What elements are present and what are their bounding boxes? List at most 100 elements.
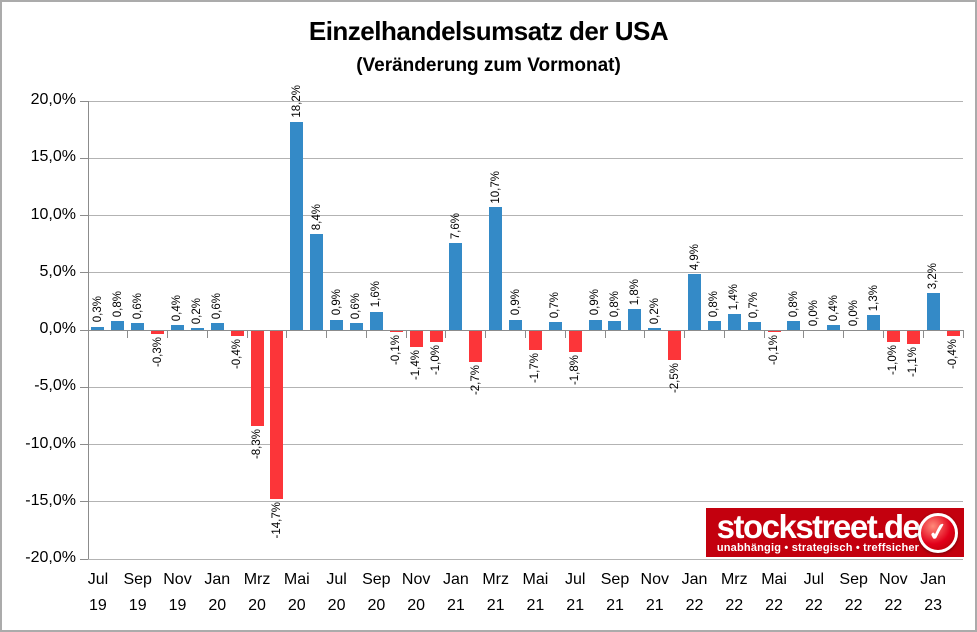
gridline xyxy=(88,386,963,388)
x-axis-tick xyxy=(922,330,924,338)
y-axis-tick xyxy=(80,329,88,331)
bar-Jul 21 xyxy=(568,331,582,352)
bar-Dez 19 xyxy=(190,327,204,330)
bar-label: 1,6% xyxy=(370,281,383,308)
bar-Mai 20 xyxy=(290,121,304,330)
bar-Mai 22 xyxy=(767,331,781,333)
x-axis-label: Nov 22 xyxy=(879,571,908,614)
bar-label: 0,3% xyxy=(91,296,104,323)
x-axis-tick xyxy=(843,330,845,338)
bar-label: 8,4% xyxy=(310,203,323,230)
bar-Nov 20 xyxy=(409,331,423,348)
y-axis-tick xyxy=(80,444,88,445)
y-axis-label: 5,0% xyxy=(39,262,76,280)
bar-Sep 19 xyxy=(131,323,145,330)
x-axis-tick xyxy=(644,330,646,338)
bar-label: -1,8% xyxy=(569,354,582,385)
logo-wordmark: stockstreet.de xyxy=(716,508,921,545)
gridline xyxy=(88,558,963,560)
bar-label: -8,3% xyxy=(251,429,264,460)
x-axis-tick xyxy=(525,330,526,338)
bar-label: 4,9% xyxy=(688,243,701,270)
bar-Jul 20 xyxy=(330,319,344,330)
x-axis-label: Sep 19 xyxy=(123,571,152,614)
x-axis-tick xyxy=(246,330,248,338)
x-axis-label: Nov 21 xyxy=(640,571,669,614)
bar-Jan 21 xyxy=(449,242,463,330)
bar-label: -1,1% xyxy=(907,346,920,377)
bar-Feb 21 xyxy=(469,331,483,362)
y-axis-line xyxy=(88,101,89,559)
bar-Mrz 22 xyxy=(727,313,741,330)
bar-Sep 20 xyxy=(369,311,383,330)
bar-label: 0,4% xyxy=(171,295,184,322)
bar-Nov 22 xyxy=(886,331,900,343)
y-axis-label: -10,0% xyxy=(25,434,76,452)
bar-Feb 23 xyxy=(946,331,960,336)
y-axis-tick xyxy=(80,386,88,388)
x-axis-label: Jul 22 xyxy=(803,571,825,614)
x-axis-tick xyxy=(87,330,89,338)
bar-Feb 22 xyxy=(707,320,721,330)
bar-Aug 20 xyxy=(349,323,363,330)
x-axis-tick xyxy=(286,330,288,338)
y-axis-label: -15,0% xyxy=(25,491,76,509)
bar-label: 0,4% xyxy=(827,295,840,322)
x-axis-tick xyxy=(445,330,447,338)
x-axis-label: Mrz 21 xyxy=(482,571,509,614)
bar-label: 0,8% xyxy=(708,290,721,317)
stockstreet-logo: stockstreet.de unabhängig • strategisch … xyxy=(706,508,964,557)
bar-label: 3,2% xyxy=(927,263,940,290)
bar-label: 1,4% xyxy=(728,283,741,310)
bar-label: -0,4% xyxy=(231,338,244,369)
bar-label: 0,8% xyxy=(787,290,800,317)
x-axis-tick xyxy=(167,330,169,338)
bar-Feb 20 xyxy=(230,331,244,336)
bar-Nov 19 xyxy=(170,325,184,330)
bar-label: 0,2% xyxy=(191,297,204,324)
bar-label: 0,9% xyxy=(509,289,522,316)
bar-label: -14,7% xyxy=(270,502,283,539)
x-axis-label: Jan 21 xyxy=(442,571,469,614)
bar-label: -0,1% xyxy=(390,335,403,366)
x-axis-tick xyxy=(326,330,328,338)
bar-Mai 21 xyxy=(528,331,542,351)
y-axis-tick xyxy=(80,501,88,503)
bar-label: 0,6% xyxy=(131,292,144,320)
y-axis-tick xyxy=(80,215,88,216)
bar-label: -0,4% xyxy=(947,338,960,369)
x-axis-label: Mai 20 xyxy=(283,571,310,614)
gridline xyxy=(88,444,963,445)
plot-area xyxy=(80,100,964,560)
check-glyph: ✓ xyxy=(926,517,950,547)
bar-label: 0,7% xyxy=(748,291,761,318)
bar-label: 1,8% xyxy=(628,279,641,306)
bar-Jan 20 xyxy=(210,323,224,330)
x-axis-label: Mai 21 xyxy=(522,571,549,614)
bar-label: 0,8% xyxy=(111,290,124,317)
bar-label: 0,2% xyxy=(648,297,661,324)
bar-Apr 22 xyxy=(747,321,761,330)
x-axis-label: Nov 19 xyxy=(163,571,192,614)
bar-label: -2,5% xyxy=(668,362,681,393)
bar-label: -1,4% xyxy=(410,350,423,381)
bar-Mrz 21 xyxy=(489,207,503,330)
bar-Sep 21 xyxy=(608,320,622,330)
bar-Jan 23 xyxy=(926,293,940,330)
x-axis-label: Jan 23 xyxy=(920,571,947,614)
y-axis-tick xyxy=(80,157,88,159)
bar-Jul 19 xyxy=(91,326,105,330)
x-axis-tick xyxy=(684,330,686,338)
y-axis-label: 15,0% xyxy=(30,148,76,166)
bar-label: 0,6% xyxy=(350,292,363,320)
bar-label: 0,9% xyxy=(330,289,343,316)
bar-label: 18,2% xyxy=(290,85,303,118)
bar-label: 0,0% xyxy=(807,299,820,326)
bar-Jun 21 xyxy=(548,321,562,330)
bar-label: -1,7% xyxy=(529,353,542,384)
bar-label: 7,6% xyxy=(449,212,462,239)
bar-label: -1,0% xyxy=(887,345,900,376)
bar-Okt 19 xyxy=(151,331,165,335)
chart-title: Einzelhandelsumsatz der USA xyxy=(308,16,669,46)
x-axis-label: Mai 22 xyxy=(761,571,787,614)
